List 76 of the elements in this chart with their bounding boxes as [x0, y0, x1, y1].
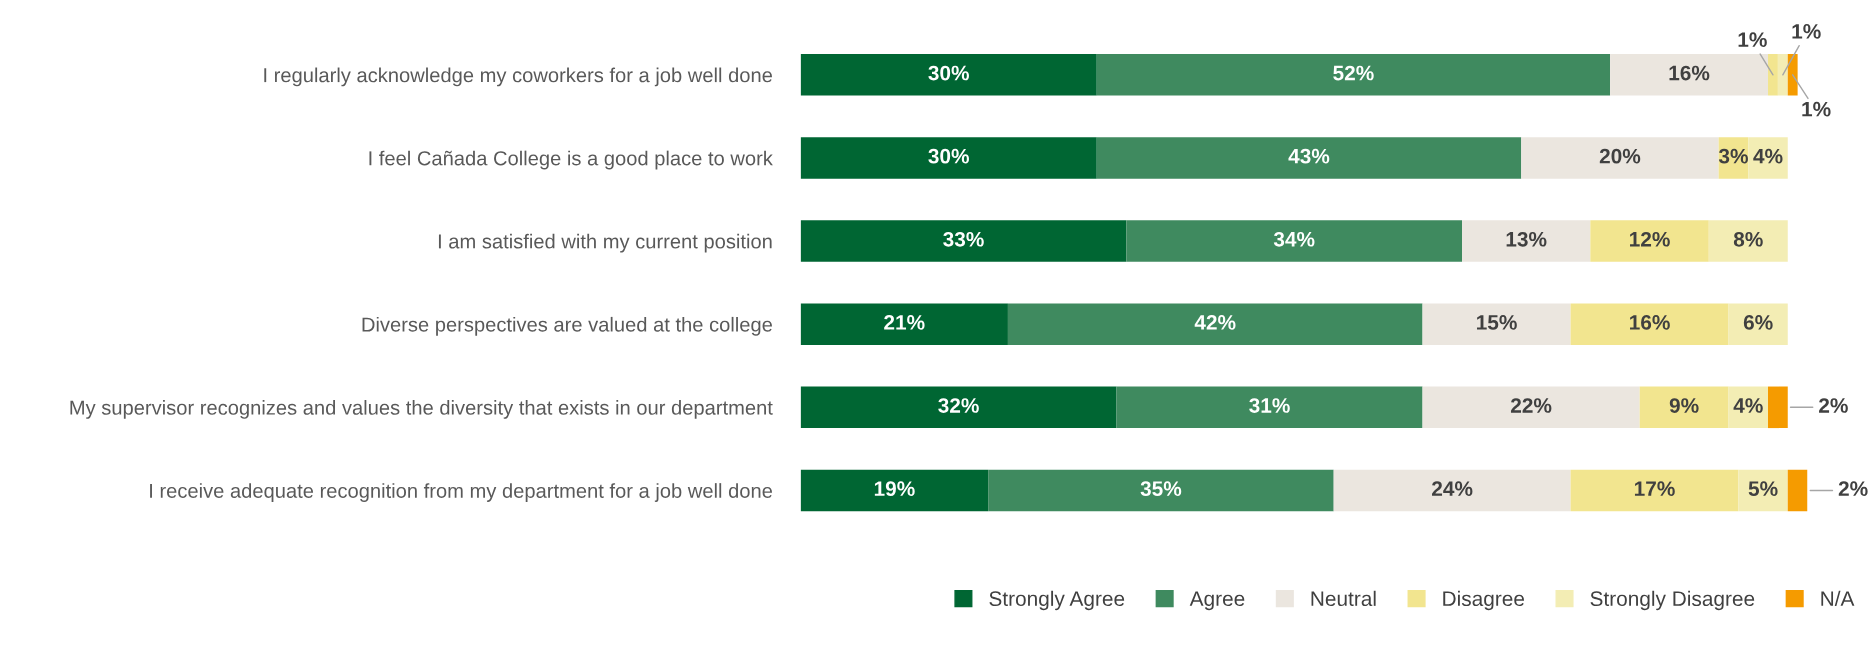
- data-label: 24%: [1432, 481, 1473, 496]
- bar: [1333, 469, 1571, 512]
- data-label: 4%: [1733, 398, 1763, 413]
- data-label: 35%: [1140, 481, 1182, 497]
- bar: [1748, 137, 1788, 179]
- bar: [1096, 137, 1522, 179]
- data-label: 12%: [1630, 231, 1670, 247]
- bar: [988, 469, 1334, 512]
- bar: [1768, 54, 1778, 96]
- data-label: 5%: [1748, 481, 1778, 497]
- bar: [1768, 386, 1788, 429]
- bar: [1116, 386, 1423, 429]
- data-label: 13%: [1506, 231, 1547, 247]
- data-label: 8%: [1733, 231, 1763, 247]
- y-tick-label: I regularly acknowledge my coworkers for a job well done: [264, 67, 772, 87]
- bar: [1570, 303, 1729, 345]
- legend-label: N/A: [1821, 590, 1855, 607]
- bar: [1738, 469, 1788, 512]
- data-label: 15%: [1477, 315, 1517, 330]
- bar: [1096, 54, 1611, 96]
- data-label: 22%: [1510, 398, 1552, 413]
- y-tick-label: My supervisor recognizes and values the diversity that exists in our department: [70, 400, 773, 419]
- bar: [1521, 137, 1719, 179]
- y-tick-label: I feel Cañada College is a good place to work: [369, 150, 773, 170]
- data-label: 16%: [1669, 65, 1710, 81]
- bar: [800, 386, 1117, 429]
- data-label: 20%: [1599, 148, 1641, 164]
- data-label: 31%: [1249, 398, 1290, 413]
- bar: [1777, 54, 1788, 96]
- y-tick-label: I receive adequate recognition from my department for a job well done: [150, 483, 772, 502]
- bar: [800, 137, 1097, 179]
- data-label: 9%: [1669, 398, 1699, 413]
- bar: [1422, 386, 1640, 429]
- bar: [800, 220, 1127, 262]
- data-label: 4%: [1753, 148, 1783, 164]
- data-label: 32%: [938, 398, 979, 413]
- data-label: 16%: [1630, 315, 1670, 330]
- bar: [1728, 303, 1788, 345]
- data-label: 17%: [1634, 481, 1675, 496]
- data-label: 1%: [1738, 32, 1767, 48]
- legend-label: Neutral: [1311, 590, 1376, 607]
- bar: [1708, 220, 1788, 262]
- bar: [1590, 220, 1709, 262]
- bar: [1462, 220, 1591, 262]
- y-tick-label: I am satisfied with my current position: [438, 233, 772, 253]
- bar: [1126, 220, 1462, 262]
- data-label: 30%: [928, 148, 969, 164]
- data-label: 2%: [1838, 481, 1868, 496]
- bar: [1639, 386, 1729, 429]
- legend-label: Disagree: [1443, 590, 1525, 611]
- bar: [800, 469, 989, 512]
- data-label: 3%: [1718, 148, 1748, 164]
- legend-label: Strongly Agree: [989, 590, 1125, 611]
- bar: [1422, 303, 1571, 345]
- bar: [1007, 303, 1423, 345]
- data-label: 34%: [1273, 231, 1315, 247]
- data-label: 30%: [928, 65, 969, 81]
- data-label: 1%: [1792, 24, 1821, 39]
- legend-label: Agree: [1189, 591, 1245, 611]
- data-label: 6%: [1743, 315, 1773, 330]
- data-label: 33%: [943, 231, 984, 247]
- data-label: 2%: [1819, 398, 1848, 413]
- data-label: 43%: [1288, 148, 1330, 164]
- data-label: 21%: [884, 315, 925, 330]
- bar: [1570, 469, 1739, 512]
- bar: [1787, 469, 1808, 512]
- y-tick-label: Diverse perspectives are valued at the college: [362, 316, 772, 336]
- bar: [1787, 54, 1798, 96]
- data-label: 42%: [1194, 315, 1236, 330]
- data-label: 1%: [1802, 101, 1831, 117]
- legend-label: Strongly Disagree: [1590, 590, 1755, 611]
- bar: [800, 54, 1097, 96]
- data-label: 52%: [1333, 65, 1374, 81]
- bar: [800, 303, 1008, 345]
- bar: [1610, 54, 1769, 96]
- data-label: 19%: [874, 481, 915, 497]
